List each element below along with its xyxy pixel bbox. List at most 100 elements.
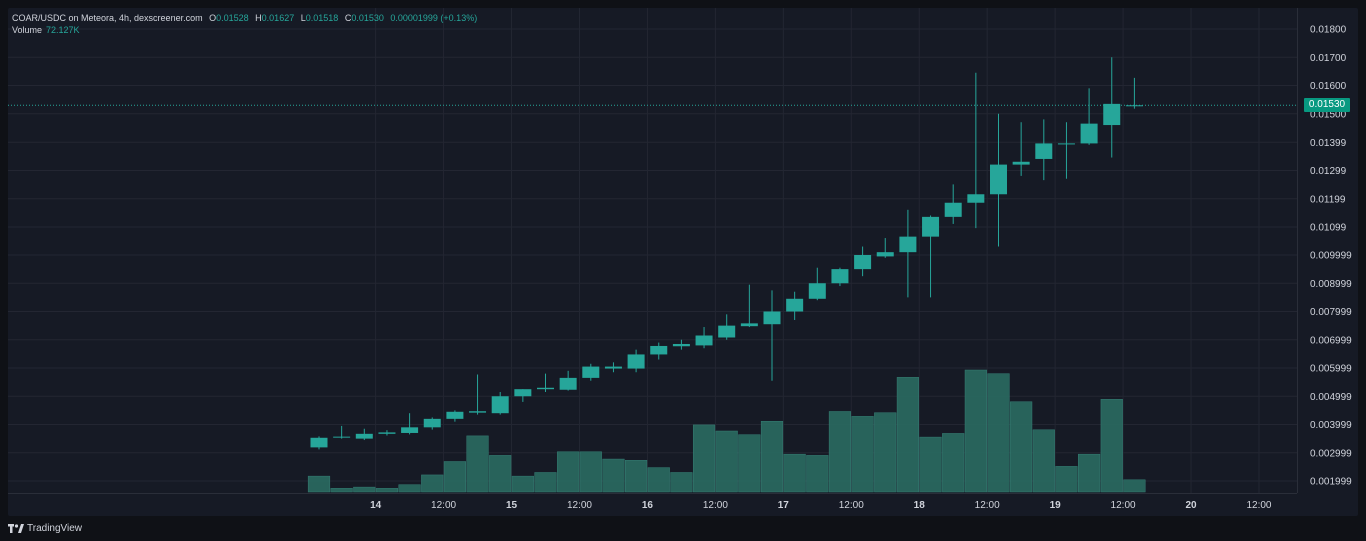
volume-bar (534, 472, 557, 493)
volume-bar (760, 420, 784, 493)
candle-body (378, 432, 396, 434)
candle-body (627, 354, 645, 369)
volume-bar (964, 369, 987, 493)
candle-body (537, 387, 554, 390)
candle-body (808, 283, 826, 299)
price-axis-label: 0.01299 (1310, 166, 1347, 177)
volume-bar (806, 455, 829, 493)
price-axis-label: 0.006999 (1310, 335, 1352, 346)
volume-bar (1123, 479, 1146, 493)
low-label: L (300, 13, 306, 23)
time-axis-label: 12:00 (703, 500, 728, 511)
candle-body (831, 269, 849, 284)
volume-bar (307, 475, 331, 493)
candle-body (401, 427, 419, 433)
volume-bar (783, 453, 806, 493)
candle-body (740, 323, 758, 327)
volume-bar (421, 474, 444, 493)
time-axis-label: 14 (370, 500, 382, 511)
time-axis-label: 12:00 (567, 500, 592, 511)
low-value: 0.01518 (305, 13, 339, 23)
volume-bar (330, 488, 353, 493)
candle-body (514, 389, 532, 397)
candle-body (355, 433, 373, 439)
price-axis-label: 0.01500 (1310, 109, 1347, 120)
candle-body (1080, 123, 1098, 144)
volume-bar (670, 472, 693, 493)
last-price-tag: 0.01530 (1304, 98, 1350, 112)
price-axis-label: 0.01399 (1310, 138, 1347, 149)
chart-panel[interactable] (8, 8, 1358, 516)
candle-body (650, 345, 668, 355)
volume-bar (851, 416, 874, 493)
candle-body (944, 202, 962, 217)
candle-body (1125, 105, 1143, 107)
price-axis-label: 0.007999 (1310, 307, 1352, 318)
open-value: 0.01528 (216, 13, 249, 23)
candle-body (582, 366, 600, 378)
volume-value: 72.127K (46, 25, 80, 35)
volume-bar (443, 461, 466, 493)
candle-body (333, 436, 351, 438)
volume-bar (557, 451, 580, 493)
volume-bar (1010, 401, 1033, 493)
candle-body (695, 335, 713, 346)
high-label: H (255, 13, 262, 23)
volume-bar (715, 430, 738, 493)
candle-body (1057, 143, 1075, 145)
price-axis-label: 0.01800 (1310, 25, 1347, 36)
volume-bar (738, 434, 761, 493)
volume-bar (1055, 466, 1078, 493)
volume-bar (1032, 429, 1055, 493)
tradingview-logo-icon (8, 524, 24, 533)
candle-body (990, 164, 1007, 195)
time-axis-label: 20 (1185, 500, 1197, 511)
volume-bar (692, 424, 716, 493)
candle-body (763, 311, 781, 325)
volume-bar (602, 458, 625, 493)
volume-bar (375, 488, 399, 493)
close-value: 0.01530 (351, 13, 384, 23)
candle-body (876, 252, 894, 257)
time-axis-label: 18 (914, 500, 926, 511)
volume-bar (942, 433, 965, 493)
candle-body (922, 216, 940, 237)
volume-bar (489, 455, 512, 493)
candle-body (718, 325, 736, 338)
volume-bar (511, 475, 534, 493)
high-value: 0.01627 (261, 13, 295, 23)
tradingview-brand: TradingView (27, 523, 83, 534)
price-axis-label: 0.01099 (1310, 223, 1347, 234)
candle-body (1012, 161, 1030, 165)
volume-bar (896, 377, 919, 493)
candle-body (672, 343, 690, 347)
volume-legend: Volume 72.127K (12, 25, 80, 35)
volume-bar (828, 411, 852, 493)
candle-body (310, 437, 328, 448)
tradingview-footer[interactable]: TradingView (8, 523, 82, 534)
volume-bar (647, 467, 670, 493)
candle-body (1103, 103, 1121, 126)
time-axis-label: 12:00 (1246, 500, 1271, 511)
time-axis-label: 19 (1050, 500, 1062, 511)
change-value: 0.00001999 (+0.13%) (390, 13, 478, 23)
candle-body (446, 411, 464, 419)
candle-body (854, 255, 872, 270)
price-axis-label: 0.008999 (1310, 279, 1352, 290)
time-axis-label: 12:00 (839, 500, 864, 511)
price-axis-label: 0.002999 (1310, 448, 1352, 459)
price-axis-label: 0.001999 (1310, 477, 1352, 488)
time-axis-label: 16 (642, 500, 654, 511)
price-axis-label: 0.01199 (1310, 194, 1346, 205)
price-axis-label: 0.01700 (1310, 53, 1347, 64)
candle-body (423, 418, 441, 428)
ohlc-legend: COAR/USDC on Meteora, 4h, dexscreener.co… (12, 13, 477, 23)
candle-body (491, 396, 509, 414)
candle-body (899, 236, 917, 253)
price-axis-label: 0.004999 (1310, 392, 1352, 403)
candle-body (559, 377, 577, 390)
time-axis-label: 12:00 (1111, 500, 1136, 511)
price-axis-label: 0.003999 (1310, 420, 1352, 431)
candle-body (1035, 143, 1053, 159)
